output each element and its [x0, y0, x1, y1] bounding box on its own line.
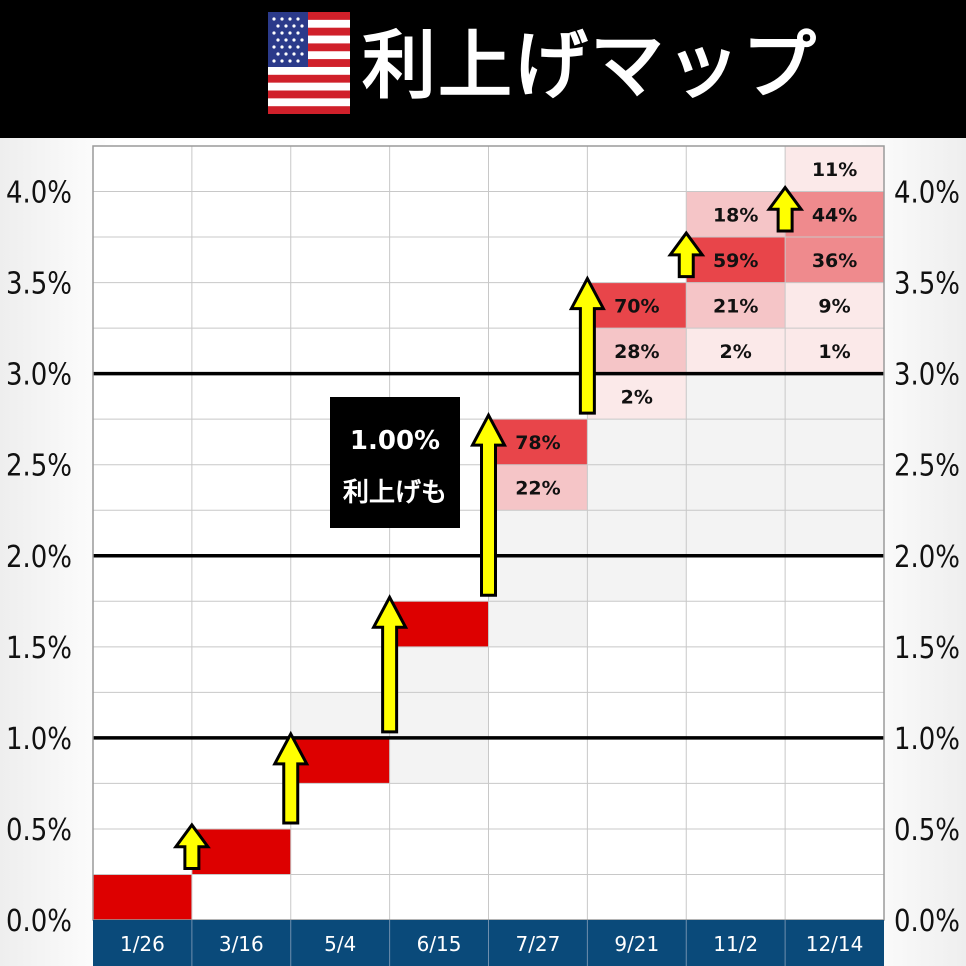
probability-label: 21%	[713, 295, 758, 317]
y-tick-label-right: 3.0%	[894, 358, 960, 393]
probability-cell	[785, 237, 884, 283]
projection-shade	[389, 737, 489, 784]
hike-arrow-icon	[667, 230, 706, 279]
probability-cell	[587, 282, 687, 329]
y-tick-label-right: 0.0%	[894, 904, 960, 939]
y-tick-label-left: 3.0%	[6, 358, 72, 393]
probability-cell	[686, 237, 786, 283]
y-tick-label-left: 2.0%	[6, 540, 72, 575]
probability-label: 28%	[614, 341, 659, 363]
hike-arrow-icon	[568, 275, 606, 415]
y-tick-label-right: 0.5%	[894, 813, 960, 848]
y-tick-label-left: 0.5%	[6, 813, 72, 848]
annotation-line-1: 1.00%	[350, 426, 440, 456]
probability-label: 9%	[818, 295, 850, 317]
projection-shade	[488, 510, 588, 647]
x-tick-label: 6/15	[417, 932, 462, 956]
hike-arrow-icon	[371, 594, 409, 734]
probability-cell	[785, 328, 884, 374]
y-tick-label-right: 4.0%	[894, 176, 960, 211]
page-title: 利上げマップ	[362, 23, 818, 109]
probability-label: 22%	[515, 477, 560, 499]
y-tick-label-left: 4.0%	[6, 176, 72, 211]
us-flag-icon	[268, 12, 350, 114]
rate-path-bar	[93, 874, 192, 920]
annotation-line-2: 利上げも	[343, 478, 447, 508]
projection-shade	[290, 692, 390, 738]
x-tick-label: 12/14	[806, 932, 864, 956]
hike-arrow-icon	[172, 822, 211, 870]
x-tick-label: 5/4	[324, 932, 356, 956]
rate-path-bar	[389, 601, 489, 647]
probability-label: 59%	[713, 250, 758, 272]
y-tick-label-right: 1.0%	[894, 722, 960, 757]
rate-path-bar	[290, 737, 390, 784]
y-tick-label-right: 2.5%	[894, 449, 960, 484]
probability-label: 1%	[818, 341, 850, 363]
probability-cell	[686, 328, 786, 374]
probability-label: 2%	[621, 386, 653, 408]
y-tick-label-left: 1.5%	[6, 631, 72, 666]
x-tick-label: 7/27	[515, 932, 560, 956]
x-tick-label: 1/26	[120, 932, 165, 956]
y-tick-label-left: 2.5%	[6, 449, 72, 484]
probability-label: 2%	[720, 341, 752, 363]
probability-label: 11%	[812, 159, 857, 181]
probability-cell	[686, 191, 786, 238]
probability-label: 44%	[812, 204, 857, 226]
rate-path-bar	[191, 828, 291, 875]
hike-arrow-icon	[470, 411, 507, 597]
y-tick-label-right: 1.5%	[894, 631, 960, 666]
probability-cell	[785, 191, 884, 238]
y-tick-label-right: 3.5%	[894, 267, 960, 302]
x-tick-label: 3/16	[219, 932, 264, 956]
y-tick-label-left: 3.5%	[6, 267, 72, 302]
y-tick-label-left: 0.0%	[6, 904, 72, 939]
probability-cell	[587, 373, 687, 420]
x-tick-label: 11/2	[713, 932, 758, 956]
probability-cell	[488, 419, 588, 465]
probability-cell	[686, 282, 786, 329]
annotation-box	[330, 397, 460, 528]
probability-cell	[488, 464, 588, 511]
probability-label: 78%	[515, 432, 560, 454]
probability-cell	[587, 328, 687, 374]
hike-arrow-icon	[766, 184, 805, 233]
y-tick-label-right: 2.0%	[894, 540, 960, 575]
y-tick-label-left: 1.0%	[6, 722, 72, 757]
x-tick-label: 9/21	[614, 932, 659, 956]
probability-cell	[785, 146, 884, 192]
header-bar: 利上げマップ	[0, 0, 966, 138]
probability-label: 18%	[713, 204, 758, 226]
probability-cell	[785, 282, 884, 329]
probability-label: 70%	[614, 295, 659, 317]
probability-label: 36%	[812, 250, 857, 272]
hike-arrow-icon	[272, 730, 310, 825]
